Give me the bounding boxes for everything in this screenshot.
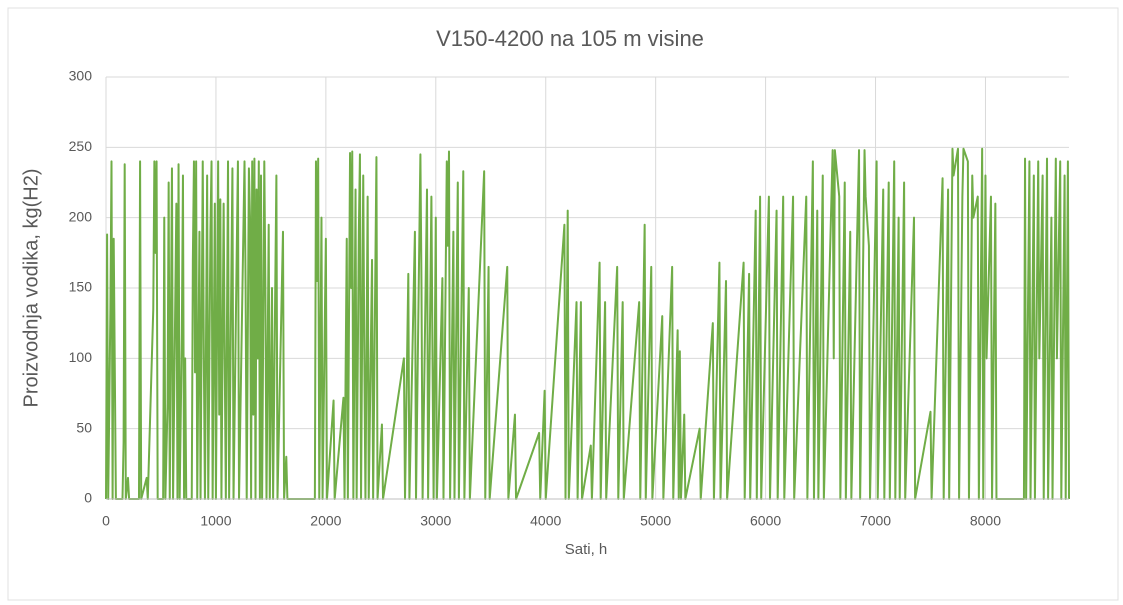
x-tick-label: 0 — [102, 513, 110, 529]
x-tick-label: 1000 — [200, 513, 231, 529]
y-tick-label: 300 — [69, 68, 93, 84]
x-tick-label: 7000 — [860, 513, 891, 529]
x-tick-label: 2000 — [310, 513, 341, 529]
y-tick-label: 200 — [69, 208, 93, 224]
x-tick-label: 5000 — [640, 513, 671, 529]
x-tick-label: 4000 — [530, 513, 561, 529]
y-tick-label: 50 — [76, 419, 92, 435]
x-axis-label: Sati, h — [565, 541, 608, 558]
x-tick-label: 6000 — [750, 513, 781, 529]
x-tick-label: 3000 — [420, 513, 451, 529]
x-tick-label: 8000 — [970, 513, 1001, 529]
y-tick-label: 150 — [69, 279, 93, 295]
y-tick-label: 0 — [84, 490, 92, 506]
y-tick-label: 250 — [69, 138, 93, 154]
y-tick-label: 100 — [69, 349, 93, 365]
chart-title: V150-4200 na 105 m visine — [436, 26, 704, 51]
y-axis-label: Proizvodnja vodika, kg(H2) — [20, 169, 42, 408]
